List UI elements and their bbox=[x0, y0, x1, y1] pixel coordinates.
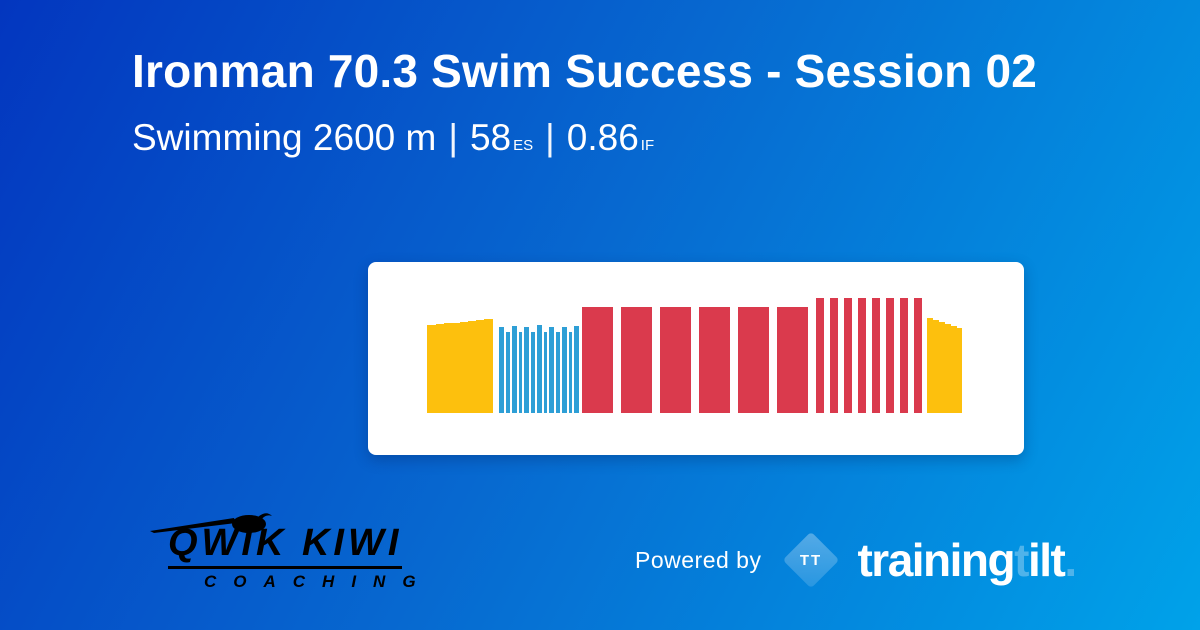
effort-score-unit: ES bbox=[513, 137, 534, 154]
powered-by-block: Powered by TT training t ilt . bbox=[635, 531, 1077, 589]
effort-score-value: 58 bbox=[469, 117, 512, 158]
workout-card bbox=[368, 262, 1024, 455]
chart-bar-cool-down-ramp bbox=[927, 318, 933, 413]
intensity-factor-unit: IF bbox=[640, 137, 655, 154]
chart-bar-warm-up-ramp bbox=[444, 323, 452, 413]
trainingtilt-diamond-icon: TT bbox=[783, 531, 840, 589]
separator-pipe: | bbox=[448, 117, 458, 158]
chart-bar-sprint-set bbox=[830, 298, 838, 413]
chart-bar-main-set bbox=[621, 307, 652, 413]
kiwi-bird-icon bbox=[150, 513, 272, 533]
chart-bar-drill-set bbox=[511, 326, 517, 413]
chart-bar-warm-up-ramp bbox=[436, 324, 444, 413]
chart-bar-main-set bbox=[660, 307, 691, 413]
header: Ironman 70.3 Swim Success - Session 02 S… bbox=[132, 42, 1092, 168]
chart-bar-sprint-set bbox=[816, 298, 824, 413]
chart-bar-drill-set bbox=[531, 332, 535, 413]
chart-bar-drill-set bbox=[518, 332, 522, 413]
chart-bar-warm-up-ramp bbox=[460, 322, 468, 413]
chart-bar-drill-set bbox=[524, 327, 529, 413]
separator-pipe: | bbox=[545, 117, 555, 158]
chart-bar-drill-set bbox=[549, 327, 554, 413]
chart-bar-warm-up-ramp bbox=[468, 321, 476, 413]
chart-bar-drill-set bbox=[561, 327, 567, 413]
qwik-kiwi-name: QWIK KIWI bbox=[168, 522, 403, 569]
workout-chart bbox=[368, 262, 1024, 455]
trainingtilt-word-dot: . bbox=[1064, 534, 1077, 586]
intensity-factor-value: 0.86 bbox=[566, 117, 639, 158]
trainingtilt-word-part3: ilt bbox=[1027, 534, 1066, 586]
trainingtilt-word-part2: t bbox=[1014, 534, 1029, 586]
chart-bar-main-set bbox=[777, 307, 808, 413]
chart-bar-main-set bbox=[582, 307, 613, 413]
page-title: Ironman 70.3 Swim Success - Session 02 bbox=[132, 45, 1038, 97]
chart-bar-warm-up-ramp bbox=[476, 320, 484, 413]
chart-bar-cool-down-ramp bbox=[957, 328, 962, 413]
trainingtilt-wordmark: training t ilt . bbox=[857, 534, 1077, 586]
chart-bar-drill-set bbox=[499, 327, 504, 413]
activity-distance-label: Swimming 2600 m bbox=[132, 117, 437, 158]
chart-bar-drill-set bbox=[536, 325, 542, 413]
chart-bar-drill-set bbox=[506, 332, 510, 413]
chart-bar-drill-set bbox=[543, 332, 547, 413]
chart-bar-warm-up-ramp bbox=[452, 323, 460, 413]
session-summary: Swimming 2600 m | 58 ES | 0.86 IF bbox=[132, 116, 1092, 168]
chart-bar-sprint-set bbox=[900, 298, 908, 413]
trainingtilt-word-part1: training bbox=[857, 534, 1015, 586]
chart-bar-drill-set bbox=[574, 326, 579, 413]
chart-bar-cool-down-ramp bbox=[933, 320, 939, 413]
chart-bar-sprint-set bbox=[872, 298, 880, 413]
chart-bar-main-set bbox=[738, 307, 769, 413]
chart-bar-drill-set bbox=[568, 332, 572, 413]
chart-bar-cool-down-ramp bbox=[939, 322, 945, 413]
chart-bar-warm-up-ramp bbox=[484, 319, 493, 413]
chart-bar-sprint-set bbox=[914, 298, 922, 413]
chart-bar-sprint-set bbox=[844, 298, 852, 413]
chart-bar-sprint-set bbox=[886, 298, 894, 413]
chart-bar-cool-down-ramp bbox=[945, 324, 951, 413]
chart-bar-main-set bbox=[699, 307, 730, 413]
chart-bar-sprint-set bbox=[858, 298, 866, 413]
qwik-kiwi-tagline: COACHING bbox=[204, 572, 433, 591]
trainingtilt-icon-text: TT bbox=[800, 551, 823, 569]
chart-bar-cool-down-ramp bbox=[951, 326, 957, 413]
chart-bar-warm-up-ramp bbox=[427, 325, 436, 413]
powered-by-label: Powered by bbox=[635, 546, 762, 573]
chart-bar-drill-set bbox=[556, 332, 560, 413]
qwik-kiwi-logo: QWIK KIWI COACHING bbox=[148, 512, 478, 592]
